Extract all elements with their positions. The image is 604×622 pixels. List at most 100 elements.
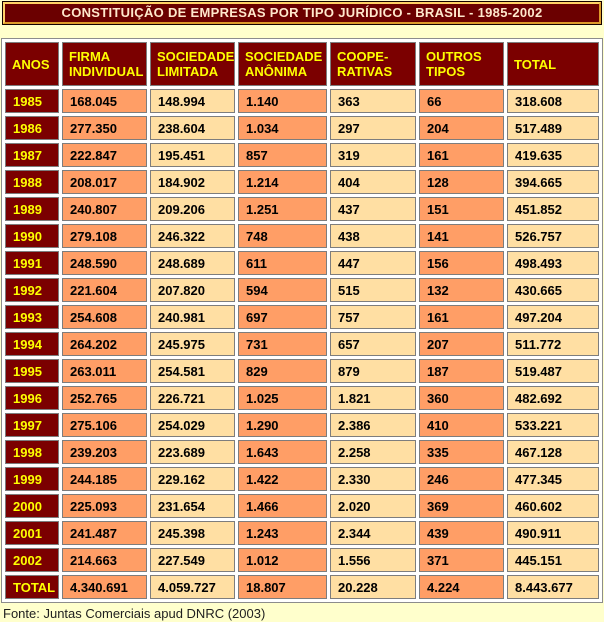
data-cell: 1.140: [238, 89, 327, 113]
table-row: 1992 221.604 207.820 594 515 132 430.665: [5, 278, 599, 302]
data-cell: 245.975: [150, 332, 235, 356]
data-cell: 240.807: [62, 197, 147, 221]
data-cell: 1.012: [238, 548, 327, 572]
data-cell: 2.344: [330, 521, 416, 545]
data-cell: 517.489: [507, 116, 599, 140]
data-cell: 187: [419, 359, 504, 383]
data-cell: 419.635: [507, 143, 599, 167]
data-cell: 207: [419, 332, 504, 356]
data-cell: 731: [238, 332, 327, 356]
table-row: 1997 275.106 254.029 1.290 2.386 410 533.221: [5, 413, 599, 437]
data-cell: 240.981: [150, 305, 235, 329]
data-cell: 1.422: [238, 467, 327, 491]
data-cell: 239.203: [62, 440, 147, 464]
column-header: COOPE- RATIVAS: [330, 42, 416, 86]
data-cell: 477.345: [507, 467, 599, 491]
data-cell: 757: [330, 305, 416, 329]
data-cell: 829: [238, 359, 327, 383]
data-cell: 4.340.691: [62, 575, 147, 599]
data-cell: 410: [419, 413, 504, 437]
data-cell: 229.162: [150, 467, 235, 491]
table-head: ANOS FIRMA INDIVIDUAL SOCIEDADE LIMITADA SO…: [5, 42, 599, 86]
data-cell: 1.821: [330, 386, 416, 410]
data-cell: 18.807: [238, 575, 327, 599]
row-label-cell: 1989: [5, 197, 59, 221]
title-bar-inner: CONSTITUIÇÃO DE EMPRESAS POR TIPO JURÍDI…: [3, 2, 601, 24]
row-label-cell: 1991: [5, 251, 59, 275]
row-label-cell: 1986: [5, 116, 59, 140]
data-cell: 231.654: [150, 494, 235, 518]
table-row: 2000 225.093 231.654 1.466 2.020 369 460.602: [5, 494, 599, 518]
data-cell: 297: [330, 116, 416, 140]
data-cell: 161: [419, 305, 504, 329]
data-cell: 4.224: [419, 575, 504, 599]
data-cell: 1.214: [238, 170, 327, 194]
data-cell: 66: [419, 89, 504, 113]
data-cell: 225.093: [62, 494, 147, 518]
column-header: FIRMA INDIVIDUAL: [62, 42, 147, 86]
row-label-cell: 1997: [5, 413, 59, 437]
data-cell: 238.604: [150, 116, 235, 140]
row-label-cell: 1998: [5, 440, 59, 464]
page-title: CONSTITUIÇÃO DE EMPRESAS POR TIPO JURÍDI…: [61, 5, 543, 20]
table-row: 1986 277.350 238.604 1.034 297 204 517.489: [5, 116, 599, 140]
data-cell: 369: [419, 494, 504, 518]
column-header: SOCIEDADE ANÔNIMA: [238, 42, 327, 86]
column-header: ANOS: [5, 42, 59, 86]
data-cell: 226.721: [150, 386, 235, 410]
data-cell: 8.443.677: [507, 575, 599, 599]
data-cell: 498.493: [507, 251, 599, 275]
data-cell: 1.556: [330, 548, 416, 572]
data-cell: 161: [419, 143, 504, 167]
data-cell: 223.689: [150, 440, 235, 464]
row-label-cell: 1994: [5, 332, 59, 356]
data-cell: 511.772: [507, 332, 599, 356]
table-row: 2001 241.487 245.398 1.243 2.344 439 490.911: [5, 521, 599, 545]
data-cell: 497.204: [507, 305, 599, 329]
data-cell: 318.608: [507, 89, 599, 113]
data-cell: 335: [419, 440, 504, 464]
data-cell: 195.451: [150, 143, 235, 167]
data-cell: 394.665: [507, 170, 599, 194]
table-row: 1995 263.011 254.581 829 879 187 519.487: [5, 359, 599, 383]
data-cell: 252.765: [62, 386, 147, 410]
data-cell: 515: [330, 278, 416, 302]
data-cell: 246.322: [150, 224, 235, 248]
data-cell: 1.290: [238, 413, 327, 437]
data-cell: 221.604: [62, 278, 147, 302]
data-cell: 519.487: [507, 359, 599, 383]
data-cell: 447: [330, 251, 416, 275]
data-cell: 156: [419, 251, 504, 275]
data-cell: 279.108: [62, 224, 147, 248]
row-label-cell: 1992: [5, 278, 59, 302]
row-label-cell: 1999: [5, 467, 59, 491]
data-cell: 879: [330, 359, 416, 383]
data-cell: 248.689: [150, 251, 235, 275]
data-cell: 204: [419, 116, 504, 140]
table-row: 2002 214.663 227.549 1.012 1.556 371 445.151: [5, 548, 599, 572]
data-cell: 430.665: [507, 278, 599, 302]
data-cell: 246: [419, 467, 504, 491]
table-row: 1987 222.847 195.451 857 319 161 419.635: [5, 143, 599, 167]
data-cell: 445.151: [507, 548, 599, 572]
row-label-cell: 1993: [5, 305, 59, 329]
header-row: ANOS FIRMA INDIVIDUAL SOCIEDADE LIMITADA SO…: [5, 42, 599, 86]
data-cell: 132: [419, 278, 504, 302]
data-cell: 148.994: [150, 89, 235, 113]
data-cell: 363: [330, 89, 416, 113]
data-cell: 490.911: [507, 521, 599, 545]
data-cell: 208.017: [62, 170, 147, 194]
data-cell: 128: [419, 170, 504, 194]
row-label-cell: 2001: [5, 521, 59, 545]
column-header: TOTAL: [507, 42, 599, 86]
table-row: 1993 254.608 240.981 697 757 161 497.204: [5, 305, 599, 329]
row-label-cell: 2002: [5, 548, 59, 572]
title-bar: CONSTITUIÇÃO DE EMPRESAS POR TIPO JURÍDI…: [2, 1, 602, 25]
table-row: 1998 239.203 223.689 1.643 2.258 335 467.128: [5, 440, 599, 464]
data-cell: 275.106: [62, 413, 147, 437]
column-header: SOCIEDADE LIMITADA: [150, 42, 235, 86]
row-label-cell: TOTAL: [5, 575, 59, 599]
data-cell: 1.243: [238, 521, 327, 545]
table-row: TOTAL 4.340.691 4.059.727 18.807 20.228 4.224…: [5, 575, 599, 599]
data-cell: 594: [238, 278, 327, 302]
